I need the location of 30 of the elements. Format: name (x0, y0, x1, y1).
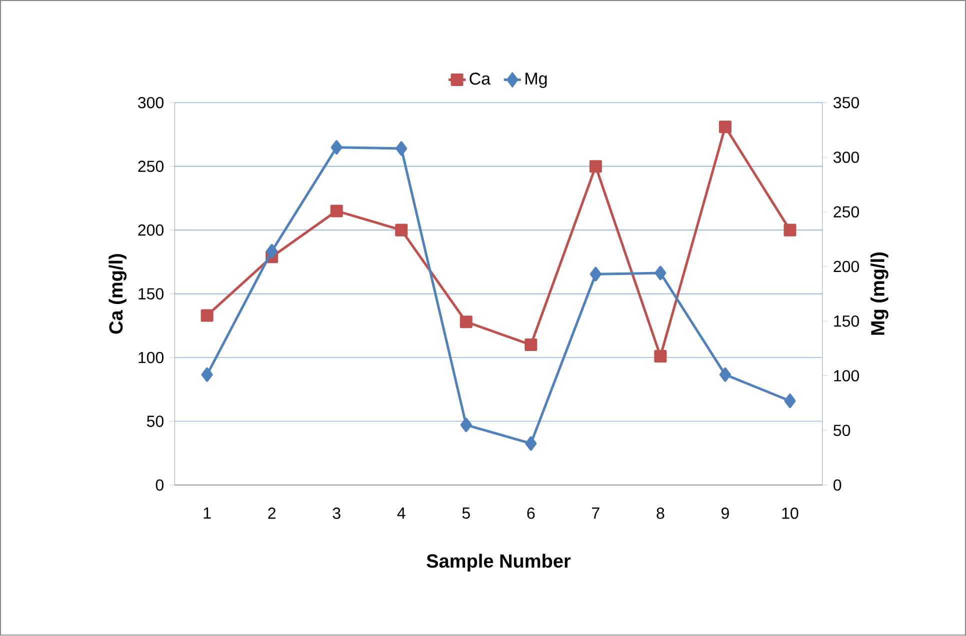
y-tick-label: 50 (146, 416, 164, 428)
y2-tick-label: 250 (834, 206, 859, 218)
legend-label: Mg (526, 72, 547, 88)
y2-tick-label: 0 (834, 480, 842, 491)
x-tick-label: 8 (656, 508, 664, 520)
x-axis-title: Sample Number (426, 554, 571, 572)
y2-tick-label: 100 (834, 370, 859, 382)
y2-axis-title: Mg (mg/l) (870, 252, 888, 335)
x-tick-label: 2 (268, 508, 276, 519)
x-tick-label: 5 (462, 508, 470, 519)
y-tick-label: 100 (138, 352, 164, 364)
x-tick-label: 7 (592, 508, 600, 519)
y2-tick-label: 350 (834, 97, 859, 108)
x-tick-label: 9 (722, 508, 729, 520)
y-tick-label: 200 (138, 224, 164, 236)
x-tick-label: 3 (332, 508, 340, 520)
y-tick-label: 300 (138, 97, 164, 108)
legend-label: Ca (470, 72, 491, 85)
x-tick-label: 10 (782, 508, 798, 520)
y-tick-label: 0 (156, 480, 164, 491)
y-axis-title: Ca (mg/l) (108, 254, 127, 334)
x-tick-label: 6 (527, 508, 535, 520)
y2-tick-label: 300 (834, 152, 859, 164)
x-tick-label: 4 (397, 508, 406, 519)
y-tick-label: 250 (138, 160, 164, 172)
y2-tick-label: 50 (834, 424, 850, 436)
y-tick-label: 150 (138, 288, 164, 300)
x-tick-label: 1 (204, 508, 211, 519)
y2-tick-label: 150 (834, 316, 859, 327)
y2-tick-label: 200 (834, 260, 859, 272)
